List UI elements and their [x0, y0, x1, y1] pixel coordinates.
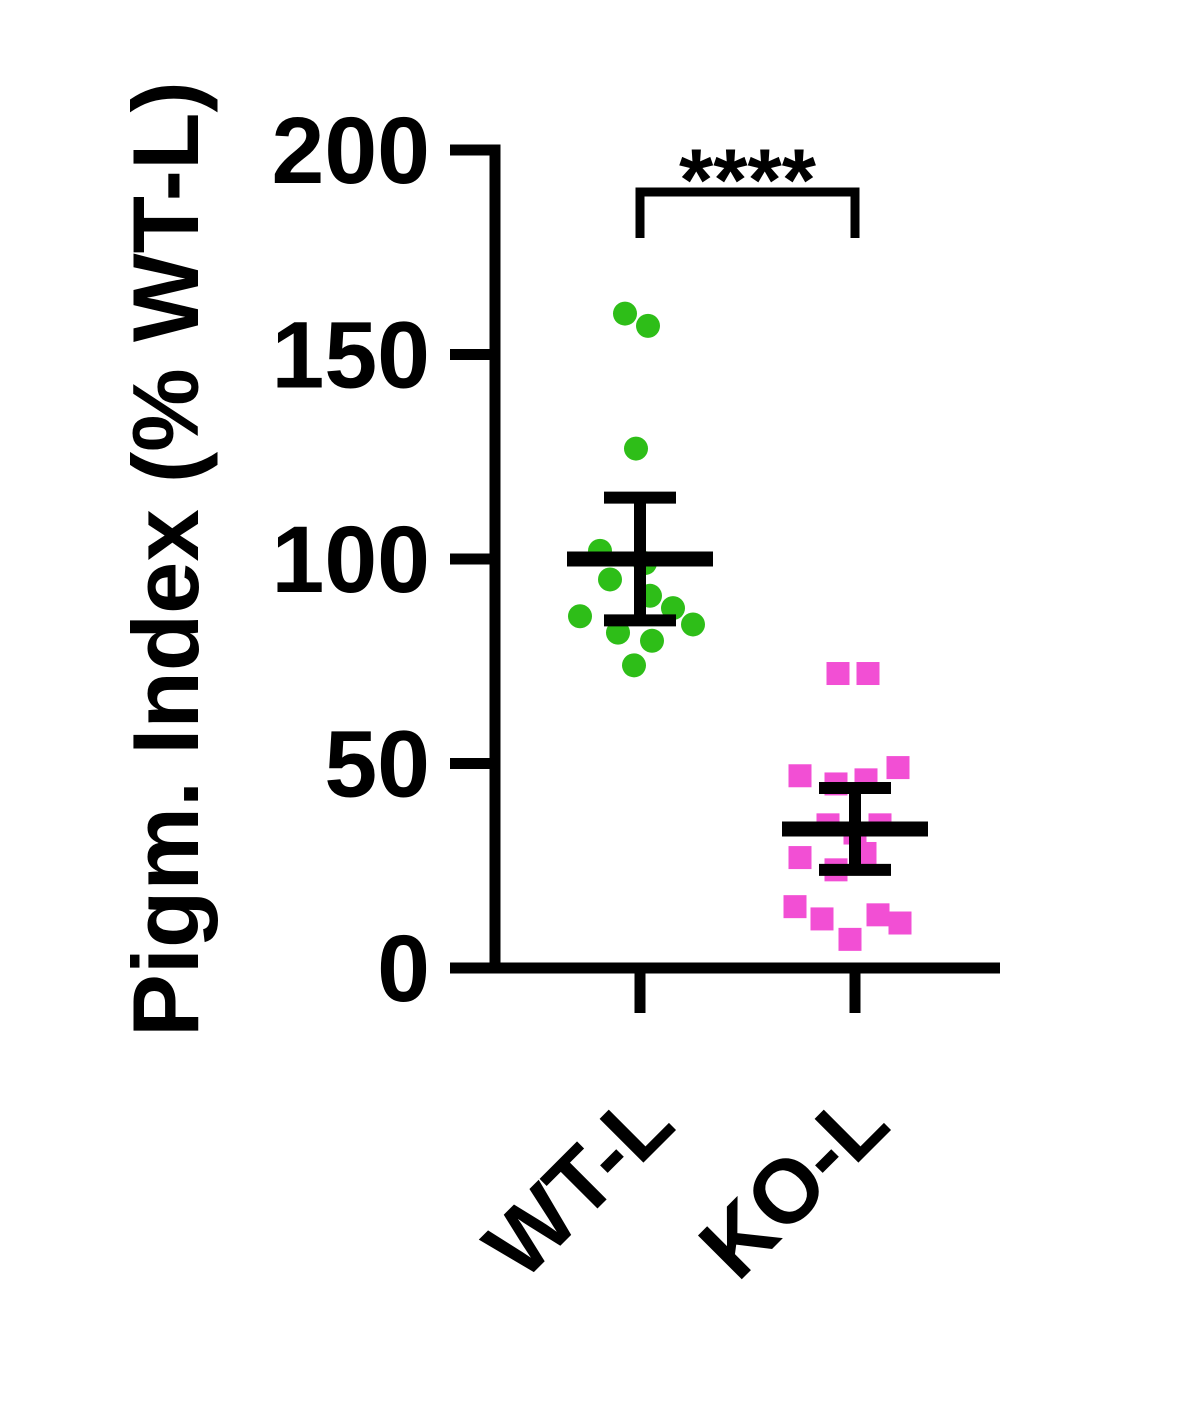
y-tick-label: 150: [271, 303, 430, 409]
significance-bracket: [635, 187, 860, 238]
data-point-KO-L: [788, 846, 812, 870]
y-tick-label: 50: [324, 712, 430, 818]
y-tick-label: 100: [271, 507, 430, 613]
data-point-WT-L: [636, 313, 660, 338]
data-point-KO-L: [826, 662, 850, 686]
data-point-WT-L: [624, 436, 648, 461]
data-point-WT-L: [598, 567, 622, 592]
x-category-label: KO-L: [681, 1071, 907, 1297]
data-point-WT-L: [606, 620, 630, 645]
data-point-KO-L: [788, 764, 812, 788]
data-point-KO-L: [886, 756, 910, 780]
data-point-KO-L: [783, 895, 807, 919]
data-point-WT-L: [568, 604, 592, 629]
y-axis-title: Pigm. Index (% WT-L): [113, 81, 218, 1037]
significance-stars: ****: [679, 130, 817, 229]
data-point-WT-L: [681, 612, 705, 637]
data-point-KO-L: [856, 662, 880, 686]
data-point-KO-L: [888, 911, 912, 935]
data-point-WT-L: [622, 653, 646, 678]
data-point-WT-L: [613, 301, 637, 326]
data-point-KO-L: [838, 927, 862, 951]
data-point-WT-L: [661, 596, 685, 621]
y-tick-label: 0: [377, 916, 430, 1022]
y-tick-label: 200: [271, 98, 430, 204]
data-point-WT-L: [640, 628, 664, 653]
data-point-KO-L: [810, 907, 834, 931]
data-point-KO-L: [866, 903, 890, 927]
x-category-label: WT-L: [466, 1071, 692, 1297]
